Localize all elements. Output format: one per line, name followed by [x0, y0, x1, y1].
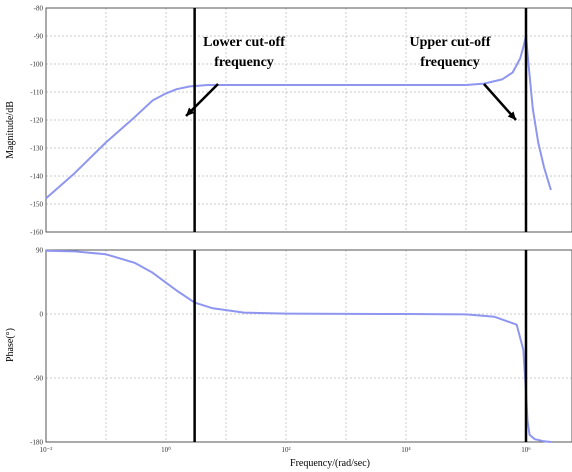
y-tick-label: -90	[34, 375, 44, 383]
y-tick-label: -130	[30, 145, 43, 153]
y-tick-label: -180	[30, 439, 43, 447]
y-tick-label: -160	[30, 229, 43, 237]
y-tick-label: -100	[30, 61, 43, 69]
y-tick-label: -90	[34, 33, 44, 41]
lower-cutoff-label-line2: frequency	[214, 55, 274, 70]
plot-frame	[45, 249, 572, 443]
lower-cutoff-label-line1: Lower cut-off	[203, 35, 285, 50]
y-tick-label: -120	[30, 117, 43, 125]
plot-frame	[45, 7, 572, 233]
x-tick-label: 10⁰	[161, 446, 171, 454]
upper-cutoff-label-line1: Upper cut-off	[409, 35, 490, 50]
phase-axis-title: Phase(°)	[5, 328, 16, 362]
upper-cutoff-arrow	[483, 83, 517, 121]
y-tick-label: -150	[30, 201, 43, 209]
y-tick-label: -110	[30, 89, 43, 97]
lower-cutoff-arrow	[185, 83, 219, 117]
x-tick-label: 10⁻²	[40, 446, 53, 454]
y-tick-label: -80	[34, 5, 44, 13]
upper-cutoff-label-line2: frequency	[420, 55, 480, 70]
x-tick-label: 10⁴	[401, 446, 411, 454]
magnitude-axis-title: Magnitude/dB	[5, 101, 16, 159]
magnitude-panel: -80 -90 -100 -110 -120 -130 -140 -150 -160	[30, 5, 572, 237]
magnitude-curve	[45, 35, 552, 200]
y-tick-label: 0	[40, 311, 44, 319]
x-tick-label: 10²	[281, 446, 290, 454]
phase-curve	[45, 249, 552, 443]
y-tick-label: -140	[30, 173, 43, 181]
frequency-axis-title: Frequency/(rad/sec)	[290, 458, 370, 469]
x-tick-label: 10⁶	[521, 446, 531, 454]
y-tick-label: 90	[36, 247, 44, 255]
